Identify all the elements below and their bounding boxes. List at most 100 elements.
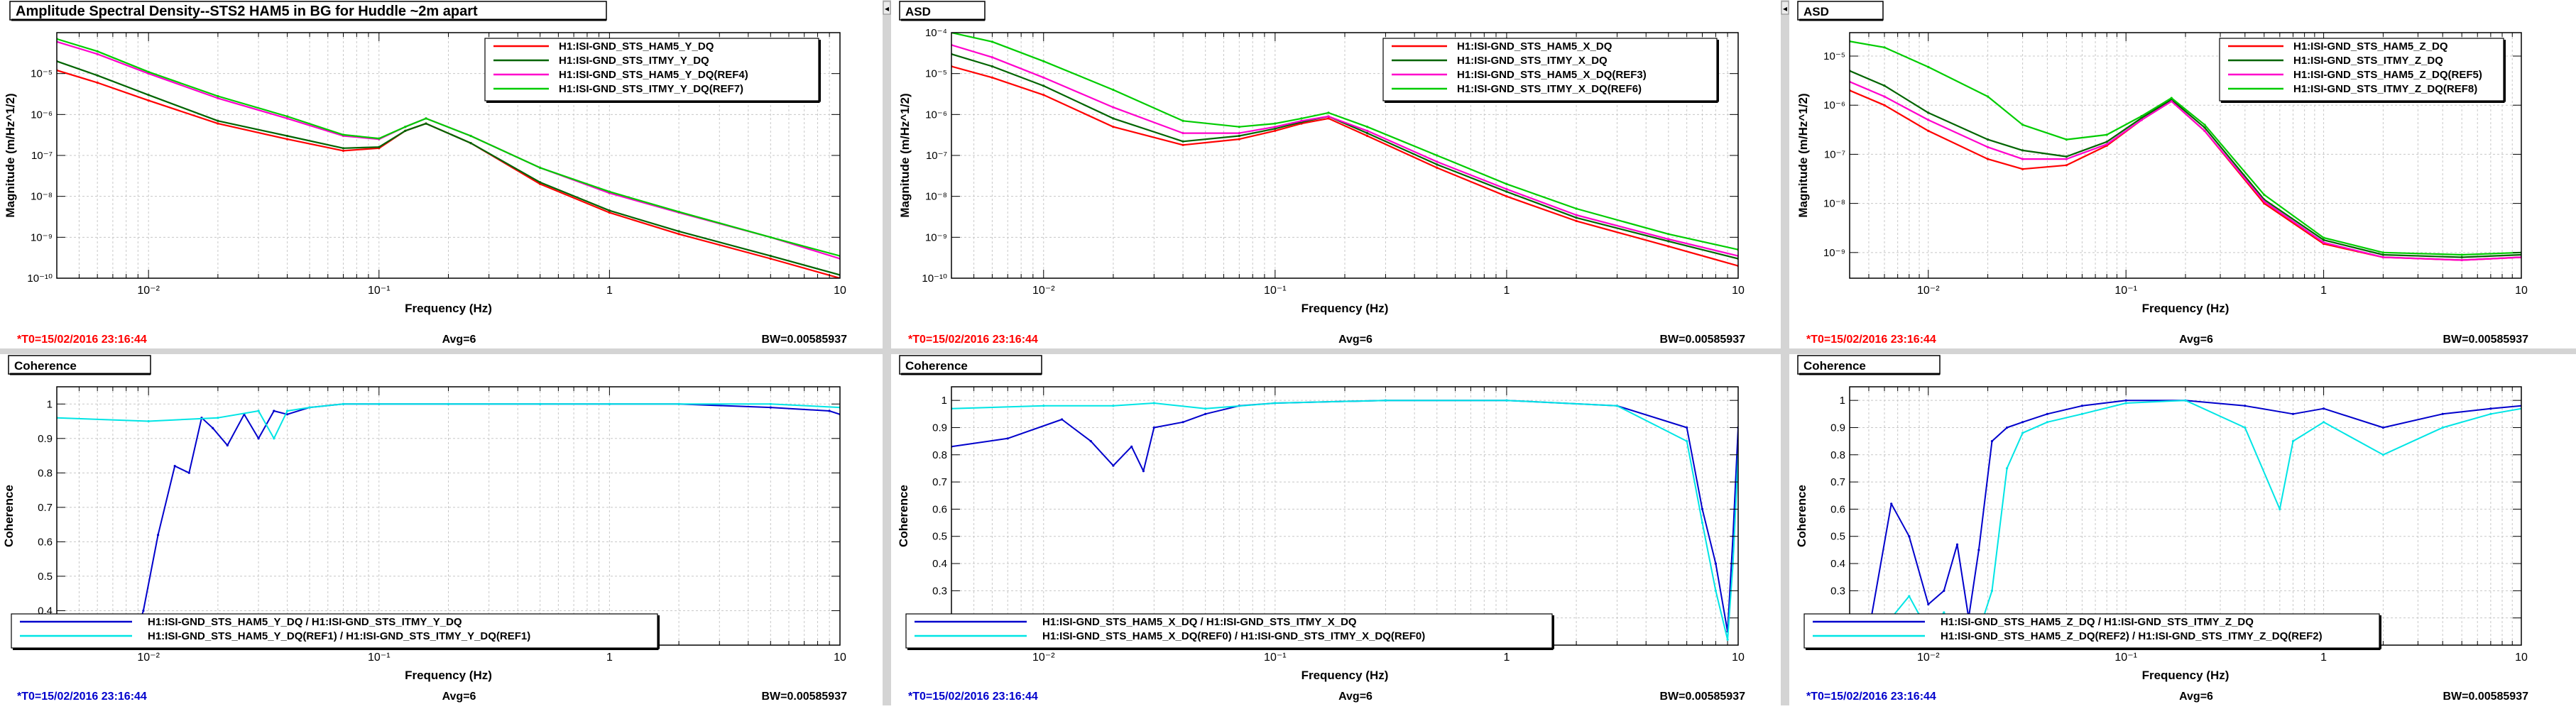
data-point <box>1505 399 1508 402</box>
data-point <box>1152 402 1155 405</box>
data-point <box>96 53 99 55</box>
legend-entry-label: H1:ISI-GND_STS_HAM5_X_DQ(REF3) <box>1457 69 1647 81</box>
data-point <box>2244 426 2247 429</box>
y-tick-label: 0.5 <box>932 531 947 543</box>
data-point <box>1327 115 1330 118</box>
legend-entry-label: H1:ISI-GND_STS_HAM5_Y_DQ(REF4) <box>559 69 748 81</box>
panel-tab[interactable] <box>899 1 986 21</box>
data-point <box>226 444 229 447</box>
data-point <box>342 133 345 136</box>
y-tick-label: 10⁻⁸ <box>1823 198 1845 210</box>
footer-bw: BW=0.00585937 <box>1659 334 1745 346</box>
data-point <box>1436 163 1439 166</box>
data-point <box>2021 167 2024 170</box>
data-point <box>2046 421 2048 424</box>
data-point <box>1908 595 1911 598</box>
data-point <box>147 94 150 97</box>
data-point <box>2184 399 2187 402</box>
data-point <box>1990 589 1994 593</box>
y-axis-label: Coherence <box>1795 485 1808 547</box>
data-point <box>1181 132 1184 135</box>
y-tick-label: 0.6 <box>1830 503 1845 515</box>
y-tick-label: 10⁻⁷ <box>31 150 53 162</box>
data-point <box>539 181 542 184</box>
data-point <box>608 211 611 214</box>
splitter-arrow-button[interactable] <box>1781 1 1789 15</box>
legend-entry-label: H1:ISI-GND_STS_HAM5_Z_DQ / H1:ISI-GND_ST… <box>1941 616 2254 628</box>
data-point <box>1990 440 1994 443</box>
legend-entry-label: H1:ISI-GND_STS_ITMY_Y_DQ <box>559 55 709 67</box>
data-point <box>1112 126 1115 128</box>
x-axis-label: Frequency (Hz) <box>2142 669 2230 682</box>
data-point <box>990 56 993 59</box>
y-tick-label: 0.9 <box>1830 422 1845 434</box>
data-point <box>1274 126 1277 128</box>
x-axis-label: Frequency (Hz) <box>1301 669 1389 682</box>
legend: H1:ISI-GND_STS_HAM5_Y_DQ / H1:ISI-GND_ST… <box>11 613 660 650</box>
y-tick-label: 0.7 <box>1830 476 1845 488</box>
panel-tab[interactable] <box>8 355 151 375</box>
data-point <box>173 465 176 468</box>
data-point <box>1890 502 1893 505</box>
data-point <box>257 437 260 440</box>
legend-entry-label: H1:ISI-GND_STS_HAM5_X_DQ <box>1457 40 1612 53</box>
data-point <box>2021 149 2024 152</box>
y-tick-label: 0.5 <box>1830 531 1845 543</box>
y-tick-label: 10⁻⁵ <box>1823 50 1845 62</box>
data-point <box>1927 119 1930 121</box>
y-tick-label: 0.6 <box>38 536 53 548</box>
legend-box <box>1803 613 2380 649</box>
data-point <box>469 142 472 145</box>
y-tick-label: 10⁻⁹ <box>925 231 947 243</box>
data-point <box>2263 202 2266 205</box>
data-point <box>1366 134 1369 138</box>
data-point <box>990 40 993 43</box>
y-tick-label: 0.3 <box>932 585 947 597</box>
data-point <box>147 419 150 423</box>
data-point <box>608 402 611 405</box>
data-point <box>769 257 772 260</box>
data-point <box>187 471 190 474</box>
data-point <box>286 413 289 416</box>
data-point <box>1436 160 1439 163</box>
y-tick-label: 10⁻¹⁰ <box>922 273 947 285</box>
plot-series-group <box>951 399 1738 641</box>
data-point <box>1366 126 1369 128</box>
y-tick-label: 1 <box>1840 395 1845 407</box>
y-tick-label: 10⁻⁵ <box>31 68 53 80</box>
data-point <box>1575 216 1578 219</box>
splitter-arrow-button[interactable] <box>883 1 891 15</box>
data-point <box>404 129 407 132</box>
data-point <box>2021 432 2024 434</box>
data-point <box>2460 258 2463 262</box>
x-tick-label: 10⁻² <box>1032 285 1055 297</box>
plot-series-group <box>57 402 840 645</box>
data-point <box>217 417 219 419</box>
horizontal-splitter[interactable] <box>0 348 2576 354</box>
data-point <box>2291 440 2295 443</box>
data-point <box>1384 399 1387 402</box>
y-tick-label: 10⁻⁷ <box>1824 148 1845 160</box>
x-axis-label: Frequency (Hz) <box>2142 302 2230 315</box>
data-point <box>2140 116 2143 119</box>
panel-background <box>1789 354 2575 705</box>
y-tick-label: 0.7 <box>932 476 947 488</box>
panel-title: Coherence <box>905 359 968 373</box>
data-point <box>1327 111 1330 114</box>
data-point <box>2140 115 2143 118</box>
panel-tab[interactable] <box>9 1 607 21</box>
data-point <box>2021 123 2024 126</box>
data-point <box>2323 407 2325 410</box>
legend-entry-label: H1:ISI-GND_STS_ITMY_X_DQ <box>1457 55 1608 67</box>
footer-t0: *T0=15/02/2016 23:16:44 <box>17 691 147 703</box>
coherence-panel-x: Coherence10⁻²10⁻¹1100.20.30.40.50.60.70.… <box>891 354 1781 705</box>
data-point <box>1575 207 1578 210</box>
x-tick-label: 10⁻¹ <box>368 285 391 297</box>
data-point <box>2203 123 2206 126</box>
plot-series-group <box>57 38 840 278</box>
data-point <box>1987 158 1990 160</box>
data-point <box>96 74 99 77</box>
x-tick-label: 10 <box>2515 652 2528 664</box>
data-point <box>2065 164 2068 167</box>
